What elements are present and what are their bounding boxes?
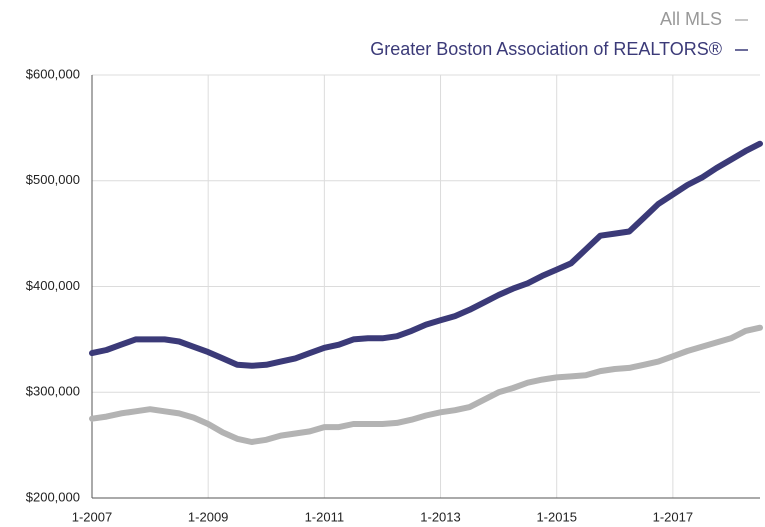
legend-label: All MLS <box>660 9 722 29</box>
line-series <box>89 140 763 369</box>
y-tick-label: $200,000 <box>26 489 80 504</box>
x-tick-label: 1-2009 <box>188 509 228 524</box>
line-series <box>89 324 763 445</box>
x-tick-label: 1-2017 <box>653 509 693 524</box>
x-tick-label: 1-2015 <box>536 509 576 524</box>
x-tick-label: 1-2013 <box>420 509 460 524</box>
y-tick-label: $500,000 <box>26 172 80 187</box>
x-tick-label: 1-2011 <box>305 509 345 524</box>
y-tick-label: $400,000 <box>26 278 80 293</box>
x-tick-label: 1-2007 <box>72 509 112 524</box>
y-tick-label: $600,000 <box>26 66 80 81</box>
legend-label: Greater Boston Association of REALTORS® <box>370 39 722 59</box>
y-tick-label: $300,000 <box>26 384 80 399</box>
